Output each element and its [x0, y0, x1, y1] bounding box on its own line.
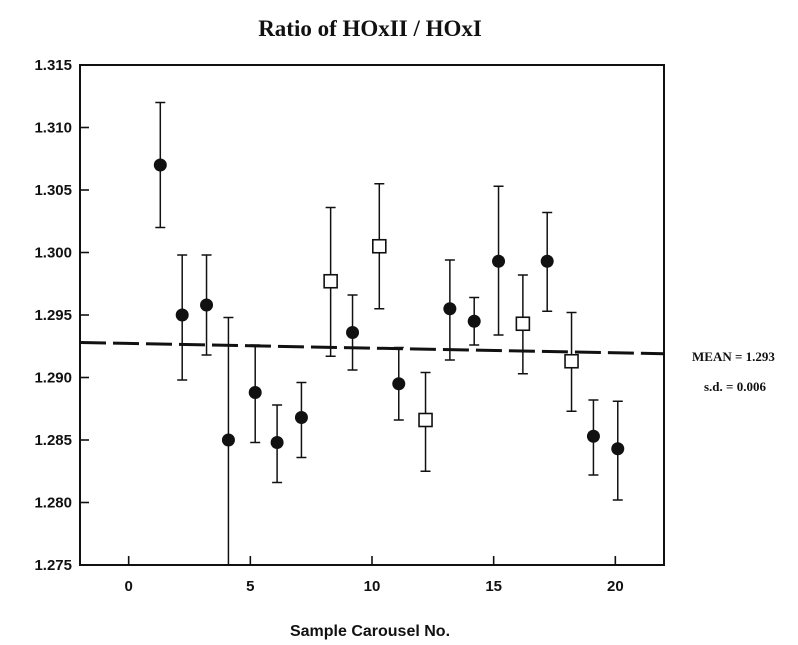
- filled-circle-point: [443, 259, 457, 361]
- square-marker: [564, 353, 579, 369]
- filled-circle-point: [586, 399, 600, 476]
- circle-marker: [586, 429, 600, 443]
- circle-marker: [270, 436, 284, 449]
- filled-circle-point: [248, 344, 262, 444]
- mean-line-layer: [79, 341, 665, 356]
- x-tick-label: 20: [607, 578, 624, 595]
- filled-circle-point: [467, 296, 481, 346]
- x-tick-label: 5: [246, 578, 254, 595]
- square-marker: [418, 412, 433, 428]
- filled-circle-point: [270, 404, 284, 484]
- circle-marker: [221, 433, 235, 447]
- y-tick-label: 1.300: [34, 245, 72, 262]
- circle-marker: [540, 254, 554, 268]
- filled-circle-point: [392, 346, 406, 421]
- filled-circle-point: [221, 316, 235, 566]
- y-tick-label: 1.315: [34, 57, 72, 74]
- sd-annotation: s.d. = 0.006: [704, 379, 766, 394]
- filled-circle-point: [200, 254, 214, 356]
- y-tick-label: 1.310: [34, 120, 72, 137]
- circle-marker: [392, 377, 406, 391]
- open-square-point: [371, 183, 387, 310]
- y-tick-label: 1.290: [34, 370, 72, 387]
- circle-marker: [153, 158, 167, 172]
- open-square-point: [564, 311, 579, 412]
- open-square-point: [418, 371, 433, 472]
- y-tick-label: 1.305: [34, 182, 72, 199]
- circle-marker: [467, 314, 481, 328]
- mean-annotation: MEAN = 1.293: [692, 349, 775, 364]
- square-marker: [323, 273, 338, 289]
- x-axis: 0 5 10 15 20: [124, 556, 624, 595]
- circle-marker: [200, 298, 214, 312]
- open-square-point: [323, 206, 338, 357]
- chart-title: Ratio of HOxII / HOxI: [258, 16, 482, 41]
- y-tick-label: 1.285: [34, 432, 72, 449]
- x-tick-label: 0: [124, 578, 132, 595]
- square-marker: [515, 316, 531, 332]
- filled-circle-point: [294, 381, 308, 459]
- filled-circle-point: [175, 254, 189, 381]
- open-square-point: [515, 274, 531, 375]
- circle-marker: [175, 308, 189, 322]
- x-tick-label: 10: [364, 578, 381, 595]
- filled-circle-point: [153, 101, 167, 229]
- y-axis: 1.275 1.280 1.285 1.290 1.295 1.300 1.305 1.310…: [34, 57, 89, 574]
- filled-circle-point: [346, 294, 360, 371]
- circle-marker: [346, 326, 360, 339]
- y-tick-label: 1.280: [34, 495, 72, 512]
- circle-marker: [492, 254, 506, 268]
- square-marker: [371, 238, 387, 254]
- y-tick-label: 1.275: [34, 557, 72, 574]
- data-points: [153, 101, 625, 566]
- circle-marker: [248, 386, 262, 399]
- y-tick-label: 1.295: [34, 307, 72, 324]
- x-axis-label: Sample Carousel No.: [290, 623, 450, 640]
- filled-circle-point: [492, 185, 506, 336]
- circle-marker: [294, 411, 308, 424]
- plot-frame: [79, 64, 665, 566]
- filled-circle-point: [540, 211, 554, 312]
- circle-marker: [611, 442, 625, 456]
- mean-line: [79, 341, 665, 356]
- circle-marker: [443, 302, 457, 316]
- filled-circle-point: [611, 400, 625, 501]
- x-tick-label: 15: [485, 578, 502, 595]
